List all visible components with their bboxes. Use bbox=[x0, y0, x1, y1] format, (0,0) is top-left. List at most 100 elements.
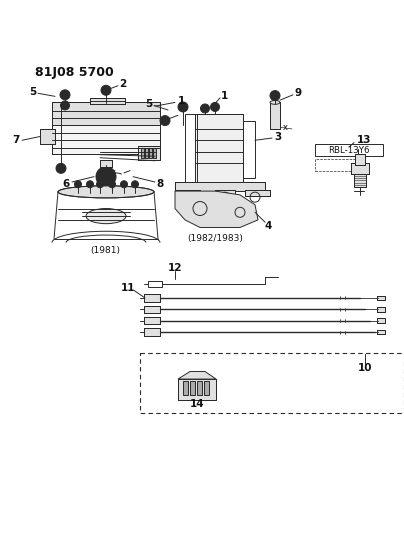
Text: 14: 14 bbox=[190, 399, 204, 409]
Bar bbox=[40, 129, 55, 144]
Text: 4: 4 bbox=[264, 221, 271, 231]
Bar bbox=[90, 98, 125, 104]
Text: 2: 2 bbox=[119, 79, 126, 89]
Text: 6: 6 bbox=[62, 179, 69, 189]
Bar bbox=[52, 102, 160, 125]
Polygon shape bbox=[175, 191, 258, 228]
Text: 8: 8 bbox=[156, 179, 164, 189]
Bar bbox=[144, 294, 160, 302]
Bar bbox=[144, 305, 160, 313]
Bar bbox=[52, 125, 160, 154]
Bar bbox=[270, 102, 280, 129]
Bar bbox=[355, 154, 365, 165]
Bar bbox=[153, 148, 156, 158]
Bar bbox=[215, 190, 235, 196]
Text: RBL-13Y6: RBL-13Y6 bbox=[328, 146, 370, 155]
Bar bbox=[90, 98, 125, 104]
Bar bbox=[178, 379, 216, 400]
Text: 10: 10 bbox=[358, 362, 372, 373]
Circle shape bbox=[102, 173, 110, 181]
Bar bbox=[245, 190, 270, 196]
Text: 1: 1 bbox=[220, 91, 227, 101]
Bar bbox=[377, 330, 385, 334]
Bar bbox=[195, 114, 243, 182]
Bar bbox=[315, 159, 355, 172]
Bar bbox=[270, 102, 280, 129]
Text: 13: 13 bbox=[357, 135, 371, 146]
Bar bbox=[100, 160, 112, 167]
Ellipse shape bbox=[86, 208, 126, 224]
Circle shape bbox=[131, 181, 139, 188]
Circle shape bbox=[270, 91, 280, 101]
Bar bbox=[185, 114, 197, 182]
Bar bbox=[351, 163, 369, 174]
Bar bbox=[215, 190, 235, 196]
Text: 7: 7 bbox=[12, 135, 20, 146]
Text: 5: 5 bbox=[145, 99, 153, 109]
Bar bbox=[183, 381, 188, 395]
Bar bbox=[140, 352, 404, 413]
Circle shape bbox=[178, 102, 188, 112]
Circle shape bbox=[60, 90, 70, 100]
Bar bbox=[377, 318, 385, 323]
Circle shape bbox=[74, 181, 82, 188]
Circle shape bbox=[61, 101, 69, 110]
Bar bbox=[138, 147, 160, 160]
Circle shape bbox=[97, 181, 103, 188]
Bar bbox=[377, 318, 385, 323]
Bar bbox=[52, 102, 160, 125]
Bar bbox=[377, 330, 385, 334]
Bar bbox=[175, 182, 265, 191]
Circle shape bbox=[120, 181, 128, 188]
Bar bbox=[354, 174, 366, 187]
Bar bbox=[175, 182, 265, 191]
Bar bbox=[204, 381, 209, 395]
Circle shape bbox=[160, 116, 170, 126]
Bar bbox=[377, 296, 385, 300]
Bar bbox=[144, 328, 160, 336]
Bar bbox=[144, 294, 160, 302]
Bar bbox=[40, 129, 55, 144]
Text: 5: 5 bbox=[29, 87, 37, 97]
Circle shape bbox=[86, 181, 93, 188]
Bar bbox=[175, 190, 200, 196]
Text: 3: 3 bbox=[274, 132, 282, 142]
Bar bbox=[377, 296, 385, 300]
Bar bbox=[355, 154, 365, 165]
Circle shape bbox=[101, 85, 111, 95]
Bar bbox=[144, 328, 160, 336]
Circle shape bbox=[210, 102, 219, 111]
Ellipse shape bbox=[270, 101, 280, 104]
Bar bbox=[141, 148, 144, 158]
Bar bbox=[145, 148, 148, 158]
Bar bbox=[144, 305, 160, 313]
Text: 9: 9 bbox=[295, 88, 301, 98]
Bar bbox=[175, 190, 200, 196]
Bar bbox=[315, 144, 383, 156]
Text: 11: 11 bbox=[121, 283, 135, 293]
Bar bbox=[138, 147, 160, 160]
Text: (1982/1983): (1982/1983) bbox=[187, 235, 243, 244]
Bar bbox=[195, 114, 243, 182]
Bar bbox=[100, 160, 112, 167]
Bar bbox=[190, 381, 195, 395]
Bar bbox=[144, 317, 160, 325]
Bar bbox=[377, 307, 385, 312]
Text: (1981): (1981) bbox=[90, 246, 120, 255]
Ellipse shape bbox=[58, 186, 154, 198]
Bar bbox=[243, 122, 255, 178]
Text: 1: 1 bbox=[177, 96, 185, 106]
Circle shape bbox=[56, 163, 66, 173]
Bar bbox=[377, 307, 385, 312]
Bar bbox=[245, 190, 270, 196]
Text: 12: 12 bbox=[168, 263, 182, 273]
Circle shape bbox=[96, 167, 116, 187]
Polygon shape bbox=[178, 372, 216, 379]
Bar bbox=[351, 163, 369, 174]
Bar bbox=[144, 317, 160, 325]
Bar bbox=[178, 379, 216, 400]
Bar bbox=[52, 125, 160, 154]
Bar bbox=[148, 280, 162, 287]
Bar bbox=[197, 381, 202, 395]
Bar bbox=[149, 148, 152, 158]
